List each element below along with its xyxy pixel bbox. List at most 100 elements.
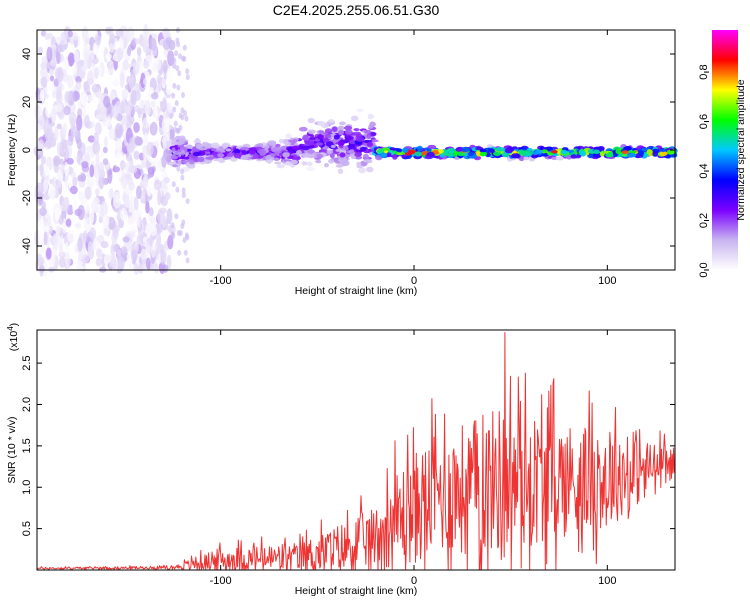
spectrogram-cell bbox=[75, 81, 82, 90]
spectrogram-cell bbox=[128, 74, 135, 90]
spectrogram-cell bbox=[187, 163, 196, 169]
spectrogram-cell bbox=[146, 183, 152, 197]
spectrogram-cell bbox=[94, 34, 102, 46]
spectrogram-cell bbox=[363, 129, 372, 134]
spectrogram-cell bbox=[133, 122, 140, 133]
spectrogram-y-label: Frequency (Hz) bbox=[6, 114, 18, 186]
spectrogram-cell bbox=[145, 200, 150, 214]
spectrogram-cell bbox=[80, 92, 89, 107]
spectrogram-cell bbox=[37, 46, 43, 55]
spectrogram-cell bbox=[43, 179, 49, 192]
spectrogram-cell bbox=[282, 138, 289, 145]
spectrogram-cell bbox=[149, 121, 158, 136]
spectrogram-cell bbox=[335, 164, 344, 168]
spectrogram-cell bbox=[455, 147, 463, 152]
spectrogram-cell bbox=[290, 159, 298, 165]
spectrogram-cell bbox=[64, 172, 69, 189]
spectrogram-cell bbox=[148, 207, 154, 217]
spectrogram-cell bbox=[339, 121, 346, 126]
y-tick-label: -40 bbox=[21, 238, 33, 254]
spectrogram-cell bbox=[379, 152, 388, 158]
spectrogram-cell bbox=[81, 161, 89, 169]
spectrogram-cell bbox=[178, 112, 183, 119]
spectrogram-cell bbox=[70, 125, 78, 138]
spectrogram-cell bbox=[135, 38, 141, 45]
spectrogram-cell bbox=[180, 138, 185, 145]
spectrogram-cell bbox=[322, 137, 329, 143]
spectrogram-cell bbox=[143, 23, 149, 39]
spectrogram-cell bbox=[102, 158, 109, 166]
spectrogram-cell bbox=[396, 148, 403, 153]
spectrogram-cell bbox=[43, 120, 50, 137]
spectrogram-cell bbox=[133, 196, 139, 211]
spectrogram-cell bbox=[627, 153, 637, 158]
spectrogram-cell bbox=[210, 142, 220, 149]
spectrogram-cell bbox=[82, 253, 90, 264]
spectrogram-cell bbox=[71, 61, 78, 76]
spectrogram-cell bbox=[63, 105, 71, 116]
spectrogram-cell bbox=[60, 200, 66, 212]
spectrogram-cell bbox=[95, 240, 100, 250]
spectrogram-cell bbox=[77, 175, 84, 182]
spectrogram-cell bbox=[171, 140, 176, 147]
spectrogram-cell bbox=[39, 163, 44, 178]
spectrogram-cell bbox=[115, 151, 124, 162]
spectrogram-cell bbox=[158, 91, 164, 102]
spectrogram-cell bbox=[328, 119, 335, 123]
spectrogram-cell bbox=[366, 166, 374, 173]
spectrogram-cell bbox=[221, 143, 229, 149]
spectrogram-cell bbox=[182, 160, 189, 164]
y-tick-label: 2.0 bbox=[21, 397, 33, 412]
snr-x-ticks: -100 0 100 bbox=[210, 330, 617, 587]
spectrogram-cell bbox=[151, 91, 159, 100]
spectrogram-cell bbox=[172, 62, 177, 69]
spectrogram-cell bbox=[41, 56, 49, 65]
spectrogram-cell bbox=[172, 57, 177, 64]
spectrogram-cell bbox=[659, 150, 668, 156]
spectrogram-cell bbox=[120, 173, 128, 190]
spectrogram-cell bbox=[447, 147, 456, 153]
spectrogram-cell bbox=[174, 213, 179, 220]
spectrogram-cell bbox=[48, 68, 54, 76]
spectrogram-cell bbox=[162, 264, 169, 273]
colorbar-label: Normalized spectral amplitude bbox=[735, 79, 747, 220]
spectrogram-cell bbox=[128, 206, 135, 214]
spectrogram-cell bbox=[85, 43, 91, 50]
spectrogram-cell bbox=[47, 186, 56, 199]
spectrogram-cell bbox=[119, 72, 125, 88]
spectrogram-cell bbox=[593, 149, 600, 155]
spectrogram-cell bbox=[139, 99, 145, 110]
spectrogram-cell bbox=[253, 153, 259, 158]
spectrogram-cell bbox=[150, 244, 156, 258]
spectrogram-cell bbox=[122, 236, 130, 243]
spectrogram-cell bbox=[127, 215, 134, 225]
spectrogram-cell bbox=[315, 142, 324, 146]
spectrogram-cell bbox=[58, 241, 64, 257]
snr-y-ticks: 0.5 1.0 1.5 2.0 2.5 bbox=[21, 355, 675, 536]
spectrogram-cell bbox=[265, 154, 272, 161]
spectrogram-cell bbox=[555, 156, 565, 161]
spectrogram-cell bbox=[112, 166, 121, 173]
spectrogram-cell bbox=[172, 106, 177, 113]
spectrogram-cell bbox=[40, 89, 45, 103]
spectrogram-cell bbox=[64, 161, 70, 176]
spectrogram-cell bbox=[175, 186, 180, 193]
spectrogram-cell bbox=[181, 219, 186, 226]
y-tick-label: 0.5 bbox=[21, 521, 33, 536]
spectrogram-cell bbox=[76, 137, 82, 150]
spectrogram-cell bbox=[145, 257, 151, 270]
spectrogram-cell bbox=[353, 128, 360, 132]
spectrogram-cell bbox=[318, 130, 325, 135]
spectrogram-cell bbox=[40, 76, 48, 88]
spectrogram-cell bbox=[36, 253, 43, 266]
spectrogram-cell bbox=[117, 256, 125, 270]
spectrogram-cell bbox=[180, 149, 185, 156]
spectrogram-cell bbox=[54, 207, 61, 221]
spectrogram-cell bbox=[233, 148, 241, 155]
spectrogram-cell bbox=[167, 225, 173, 232]
spectrogram-cell bbox=[166, 254, 172, 270]
spectrogram-cell bbox=[94, 197, 100, 205]
spectrogram-cell bbox=[41, 201, 47, 209]
spectrogram-cell bbox=[136, 233, 145, 247]
spectrogram-cell bbox=[62, 122, 68, 136]
